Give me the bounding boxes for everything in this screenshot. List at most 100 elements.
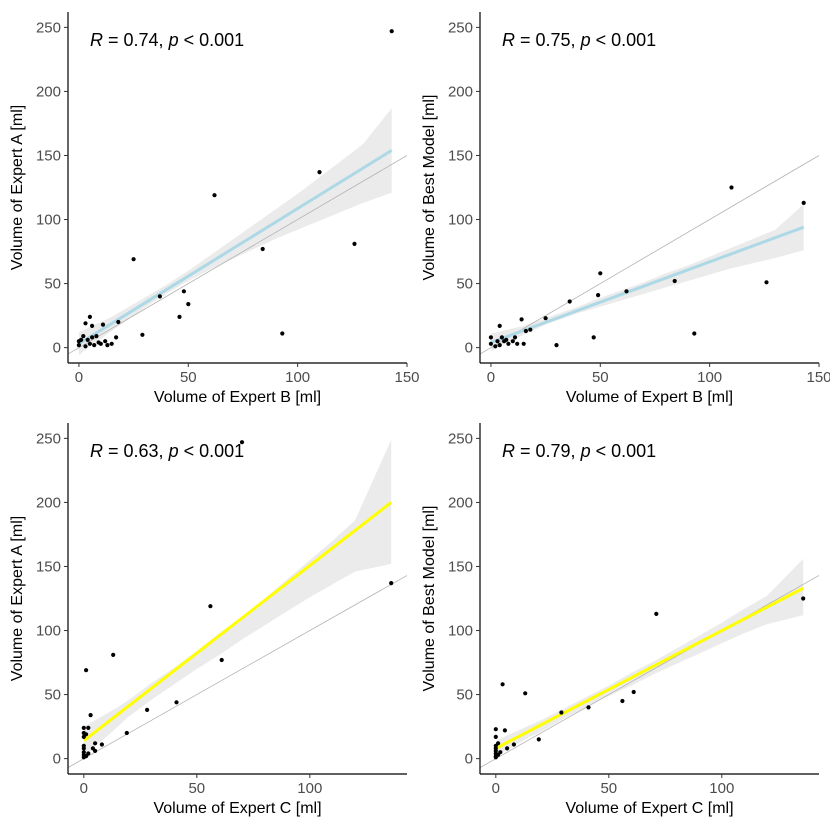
x-tick-label: 50 [180, 369, 197, 386]
data-point [498, 750, 503, 755]
x-axis-title: Volume of Expert C [ml] [565, 800, 733, 817]
data-point [500, 682, 505, 687]
p-value: < 0.001 [591, 30, 657, 50]
data-point [523, 328, 529, 334]
data-point [801, 200, 806, 205]
x-tick-label: 50 [188, 780, 205, 797]
confidence-band [83, 439, 392, 757]
fit-line [495, 586, 804, 750]
data-point [157, 294, 162, 299]
data-point [598, 271, 603, 276]
r-value: = 0.74, [103, 30, 169, 50]
data-point [76, 343, 81, 348]
data-point [81, 743, 86, 748]
x-tick-label: 50 [600, 780, 617, 797]
x-tick-label: 50 [592, 369, 609, 386]
panel-top-right: 0 50 100 150 0 50 100 150 200 250 Volume of Expert… [421, 12, 830, 406]
y-tick-label: 100 [36, 623, 61, 640]
x-tick-label: 150 [394, 369, 419, 386]
data-point [208, 604, 213, 609]
p-symbol: p [168, 441, 179, 461]
y-tick-label: 50 [456, 276, 473, 293]
correlation-annotation: R = 0.63, p < 0.001 [90, 441, 244, 461]
data-point [502, 728, 507, 733]
r-value: = 0.63, [103, 441, 169, 461]
y-tick-label: 50 [456, 687, 473, 704]
data-point [260, 246, 265, 252]
data-point [497, 343, 502, 348]
fit-line [78, 149, 393, 346]
data-point [85, 337, 90, 342]
data-point [131, 257, 136, 262]
data-point [93, 741, 98, 746]
r-symbol: R [90, 30, 103, 50]
data-point [493, 727, 498, 732]
data-point [499, 335, 504, 340]
fit-line [490, 225, 805, 344]
data-point [729, 185, 734, 190]
correlation-annotation: R = 0.75, p < 0.001 [502, 30, 656, 50]
confidence-band [495, 558, 804, 757]
data-point [212, 193, 217, 198]
data-point [510, 339, 515, 344]
data-point [90, 323, 95, 328]
p-value: < 0.001 [591, 441, 657, 461]
x-tick-label: 100 [709, 780, 734, 797]
data-point [506, 341, 511, 346]
data-point [105, 343, 110, 348]
r-symbol: R [502, 30, 515, 50]
x-axis-title: Volume of Expert C [ml] [153, 800, 321, 817]
data-point [317, 170, 322, 175]
data-point [83, 321, 88, 326]
y-tick-label: 150 [36, 558, 61, 575]
r-symbol: R [90, 441, 103, 461]
data-point [488, 335, 493, 340]
plot-area [480, 558, 819, 768]
y-tick-label: 0 [465, 751, 473, 768]
identity-line [480, 575, 819, 768]
y-axis-title: Volume of Best Model [ml] [421, 95, 438, 281]
data-point [620, 698, 625, 704]
data-point [103, 339, 108, 344]
y-tick-label: 250 [448, 19, 473, 36]
data-point [389, 29, 394, 34]
data-point [515, 341, 520, 346]
y-tick-label: 100 [448, 212, 473, 229]
data-point [591, 335, 596, 340]
p-symbol: p [580, 441, 591, 461]
correlation-annotation: R = 0.79, p < 0.001 [502, 441, 656, 461]
y-tick-label: 0 [53, 340, 61, 357]
x-tick-label: 100 [697, 369, 722, 386]
x-tick-label: 0 [80, 780, 88, 797]
y-tick-label: 50 [44, 276, 61, 293]
data-point [124, 730, 129, 736]
y-axis-title: Volume of Best Model [ml] [421, 506, 438, 692]
data-point [543, 316, 548, 321]
x-tick-label: 100 [297, 780, 322, 797]
data-point [81, 334, 86, 339]
x-tick-label: 0 [75, 369, 83, 386]
y-axis-title: Volume of Expert A [ml] [9, 105, 26, 270]
p-symbol: p [168, 30, 179, 50]
data-point [528, 327, 533, 332]
data-point [672, 278, 677, 284]
r-value: = 0.79, [515, 441, 581, 461]
y-tick-label: 250 [448, 430, 473, 447]
panel-bottom-right: 0 50 100 0 50 100 150 200 250 Volume of Expert C … [421, 423, 819, 817]
plot-area [68, 29, 407, 356]
y-tick-label: 100 [36, 212, 61, 229]
y-tick-label: 50 [44, 687, 61, 704]
identity-line [68, 155, 407, 355]
data-point [536, 737, 541, 742]
data-point [523, 691, 528, 696]
y-tick-label: 200 [448, 494, 473, 511]
data-point [654, 611, 659, 617]
data-point [81, 750, 86, 755]
data-point [559, 710, 564, 715]
y-tick-label: 150 [36, 147, 61, 164]
data-point [86, 725, 91, 731]
data-point [145, 707, 150, 713]
y-tick-label: 150 [448, 558, 473, 575]
data-point [90, 335, 95, 340]
